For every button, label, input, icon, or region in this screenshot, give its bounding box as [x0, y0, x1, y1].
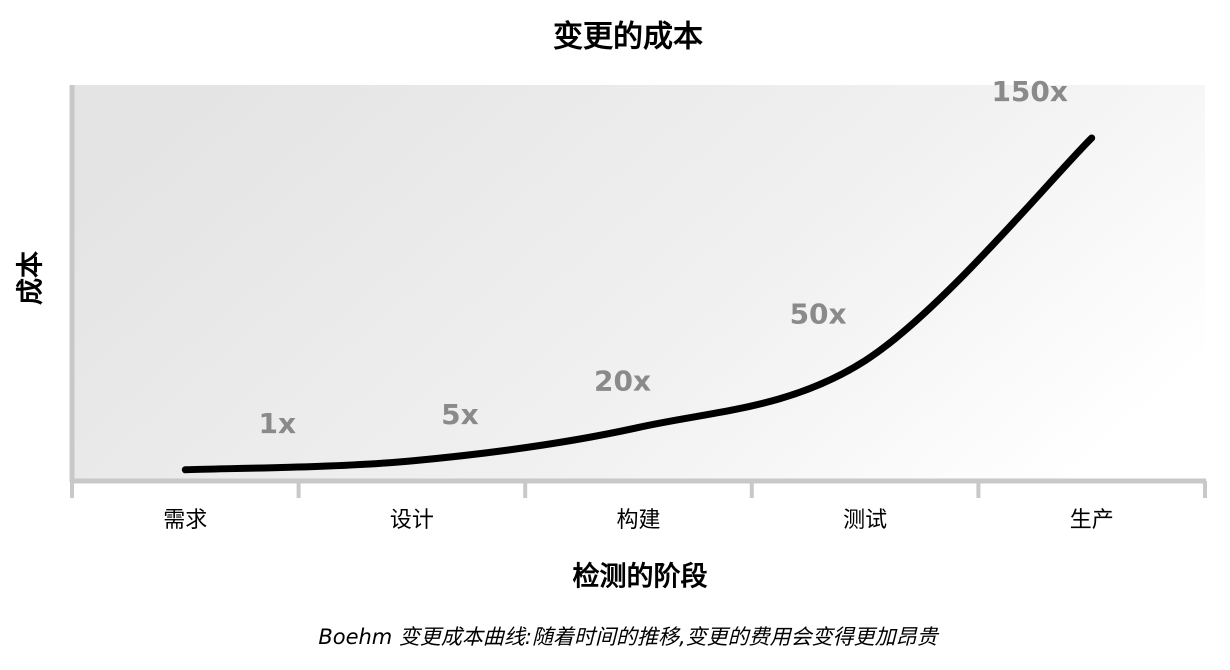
value-label: 20x: [594, 364, 651, 397]
x-axis-title: 检测的阶段: [573, 561, 708, 593]
value-label: 50x: [790, 298, 847, 331]
x-tick-label: 需求: [163, 508, 207, 533]
x-tick-label: 构建: [616, 508, 660, 533]
plot-area: [72, 85, 1205, 480]
y-axis-title: 成本: [16, 251, 47, 305]
value-label: 150x: [991, 75, 1068, 108]
cost-curve: [181, 134, 1096, 474]
caption: Boehm 变更成本曲线:随着时间的推移,变更的费用会变得更加昂贵: [318, 625, 939, 649]
x-tick-label: 生产: [1070, 508, 1114, 533]
value-label: 1x: [259, 407, 297, 440]
chart-title: 变更的成本: [553, 20, 703, 55]
x-tick-label: 设计: [390, 508, 434, 533]
value-label: 5x: [441, 398, 479, 431]
x-tick-label: 测试: [843, 508, 887, 533]
